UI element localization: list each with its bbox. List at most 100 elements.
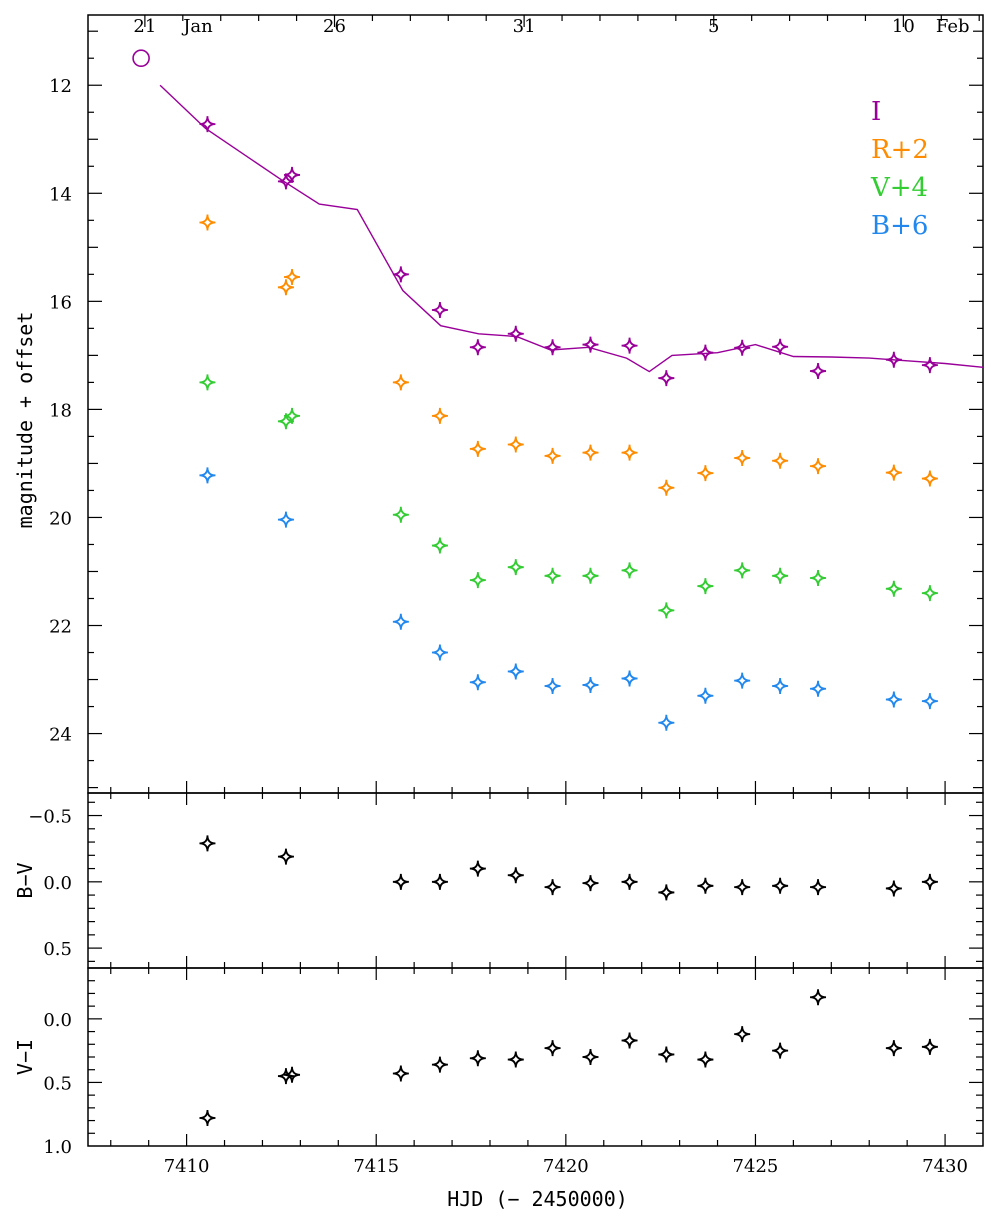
legend-entry: R+2 [871,135,929,165]
panel-frame-3 [87,967,984,1147]
data-point-bv [921,873,938,890]
data-point-R2 [392,374,409,391]
data-point-I [772,338,789,355]
y-tick-label: 0.0 [43,873,72,894]
data-point-vi [582,1048,599,1066]
data-point-R2 [277,279,295,296]
data-point-vi [392,1065,409,1082]
y-tick-label: 18 [49,400,72,421]
y-tick-label: 20 [49,508,72,529]
data-point-vi [283,1066,301,1083]
data-point-I [697,344,714,361]
data-point-vi [697,1051,714,1068]
legend-entry: V+4 [870,173,928,203]
data-point-vi [658,1046,675,1063]
data-point-vi [507,1051,524,1068]
data-point-V4 [544,567,561,584]
x-tick-label: 7425 [733,1156,779,1177]
data-point-V4 [507,559,524,576]
data-point-R2 [199,214,216,231]
y-tick-label: 1.0 [43,1137,72,1158]
data-point-bv [544,879,561,896]
data-point-R2 [544,447,561,464]
data-point-V4 [283,407,301,424]
data-point-V4 [621,562,638,579]
open-circle-point [132,49,150,68]
data-point-I [544,339,561,356]
data-point-bv [697,877,714,894]
data-point-B6 [199,467,216,484]
y-tick-label: 0.0 [43,1010,72,1031]
data-point-I [507,325,524,342]
data-point-R2 [921,470,938,487]
data-point-I [921,357,938,374]
data-point-vi [621,1032,638,1049]
y-tick-label: 22 [49,617,72,638]
legend-entry: I [871,97,881,127]
data-point-V4 [469,572,486,589]
y-axis-title: magnitude + offset [13,312,37,529]
data-point-V4 [392,506,409,523]
data-point-vi [921,1038,938,1055]
data-point-I [658,370,675,387]
x-tick-label: 7420 [543,1156,589,1177]
data-point-bv [507,867,524,884]
top-axis-label: Feb [936,16,970,37]
data-point-I [621,337,638,354]
data-point-B6 [544,677,561,695]
x-tick-label: 7430 [922,1156,968,1177]
y-tick-label: 16 [49,292,72,313]
data-point-I [582,336,599,353]
model-curve [159,84,984,373]
data-point-vi [809,989,827,1006]
data-point-V4 [772,567,789,584]
y-tick-label: 0.5 [43,1073,72,1094]
data-point-B6 [582,676,599,693]
data-point-B6 [392,613,409,630]
data-point-bv [469,860,486,877]
data-point-B6 [431,644,448,661]
data-point-vi [199,1109,216,1127]
data-point-bv [392,873,409,890]
data-point-R2 [469,440,486,457]
data-point-B6 [921,693,938,710]
data-point-R2 [809,458,827,475]
data-point-V4 [921,585,938,602]
data-point-I [809,362,827,380]
top-axis-label: Jan [181,16,213,37]
data-point-R2 [734,449,751,467]
x-axis-title: HJD (− 2450000) [447,1187,628,1211]
data-point-vi [277,1068,295,1085]
top-axis-label: 21 [133,16,156,37]
data-point-vi [431,1056,448,1073]
data-point-R2 [772,452,789,469]
y-tick-label: 24 [49,725,72,746]
data-point-R2 [697,465,714,482]
data-point-bv [734,879,751,896]
data-point-bv [431,873,448,890]
panel-frame-2 [87,792,984,969]
data-point-B6 [621,670,638,687]
data-point-bv [582,875,599,892]
data-point-B6 [469,674,486,691]
data-point-B6 [772,677,789,695]
x-tick-label: 7415 [353,1156,399,1177]
top-axis-label: 26 [323,16,346,37]
data-point-V4 [697,578,714,595]
data-point-R2 [885,464,902,481]
data-point-bv [809,879,827,896]
data-point-I [431,301,448,319]
data-point-R2 [507,436,524,453]
data-point-B6 [658,714,675,731]
data-point-vi [772,1042,789,1059]
y-tick-label: −0.5 [28,807,72,828]
x-tick-label: 7410 [164,1156,210,1177]
y-tick-label: 12 [49,76,72,97]
data-point-V4 [582,567,599,584]
data-point-I [734,339,751,356]
data-point-R2 [658,479,675,496]
data-point-R2 [621,444,638,461]
data-point-vi [734,1026,751,1043]
data-point-bv [199,835,216,852]
data-point-R2 [431,407,448,424]
